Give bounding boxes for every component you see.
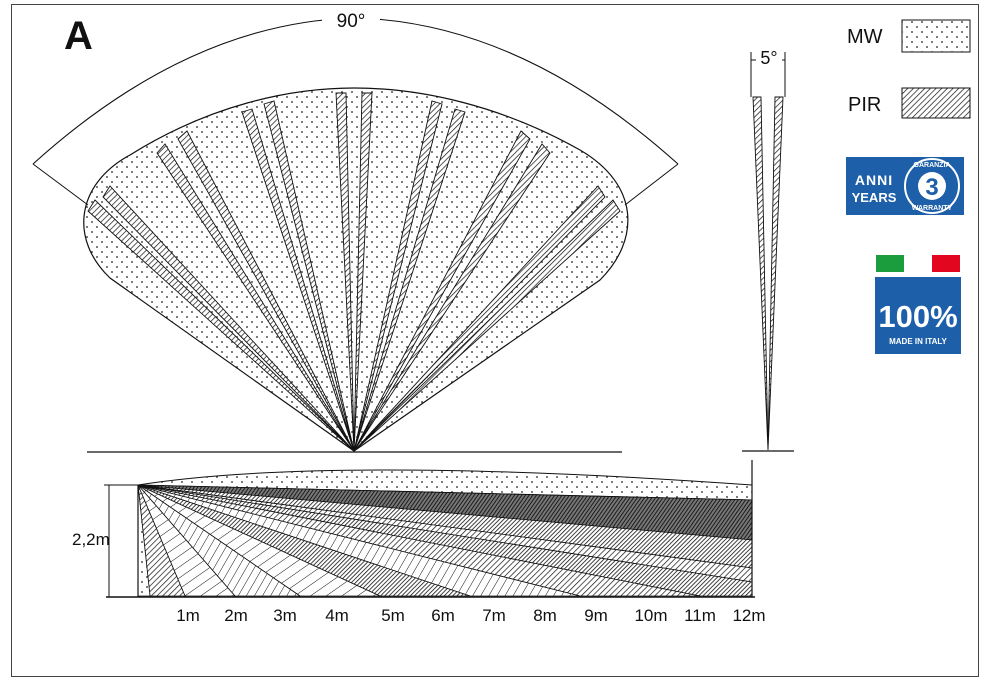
pir-vertical-beam [767, 96, 784, 451]
distance-label-10m: 10m [634, 606, 667, 625]
distance-label-12m: 12m [732, 606, 765, 625]
legend-pir-swatch [901, 87, 971, 119]
warranty-warranty: WARRANTY [912, 205, 953, 212]
distance-label-2m: 2m [224, 606, 248, 625]
pir-beam [335, 92, 355, 452]
beam-angle-bg [756, 46, 782, 68]
arc-right-tick [624, 163, 679, 206]
pir-beam [87, 199, 355, 452]
pir-beam [177, 130, 355, 452]
beam-angle-label: 5° [760, 48, 777, 68]
warranty-garanzia: GARANZIA [914, 162, 951, 169]
made-in-italy-badge: 100% MADE IN ITALY [875, 255, 961, 354]
panel-label: A [64, 14, 93, 58]
distance-label-9m: 9m [584, 606, 608, 625]
made-in-italy-bg [875, 277, 961, 354]
mw-coverage-area [83, 87, 629, 452]
pir-beam [156, 143, 355, 452]
legend-mw-swatch [901, 19, 971, 53]
arc-left-tick [32, 163, 89, 206]
flag-green [876, 255, 904, 272]
pir-beam [353, 199, 621, 452]
legend-mw-label: MW [847, 26, 883, 48]
side-view: 2,2m [72, 460, 755, 598]
flag-red [932, 255, 960, 272]
warranty-years: YEARS [852, 190, 897, 205]
coverage-angle-label: 90° [337, 11, 366, 32]
pir-beam [102, 185, 355, 452]
angle-label-bg [322, 9, 380, 31]
distance-label-11m: 11m [684, 606, 716, 625]
mounting-height-label: 2,2m [72, 530, 110, 549]
distance-label-7m: 7m [482, 606, 506, 625]
side-mw-coverage [137, 469, 753, 501]
pir-beam [241, 108, 355, 452]
distance-label-1m: 1m [176, 606, 200, 625]
pir-beam [353, 108, 466, 452]
warranty-badge: ANNI YEARS 3 GARANZIA WARRANTY [846, 157, 964, 215]
pir-beam [353, 143, 551, 452]
pir-vertical-beam [752, 96, 769, 451]
distance-label-4m: 4m [325, 606, 349, 625]
pir-beam [353, 92, 373, 452]
warranty-seal-inner [918, 172, 946, 200]
pir-beam [263, 100, 355, 452]
distance-label-5m: 5m [381, 606, 405, 625]
legend-pir-label: PIR [848, 94, 881, 116]
distance-label-8m: 8m [533, 606, 557, 625]
made-in-italy-text: MADE IN ITALY [889, 337, 947, 346]
pir-beam [353, 185, 606, 452]
made-in-italy-percent: 100% [878, 299, 957, 334]
warranty-anni: ANNI [855, 172, 893, 188]
distance-scale: 1m 2m 3m 4m 5m 6m 7m 8m 9m 10m 11m 12m [176, 606, 765, 625]
distance-label-6m: 6m [431, 606, 455, 625]
pir-beam [353, 130, 531, 452]
pir-beams [87, 92, 621, 452]
warranty-number: 3 [925, 174, 938, 201]
pir-beam [353, 100, 443, 452]
vertical-beam: 5° [742, 46, 794, 452]
distance-label-3m: 3m [273, 606, 297, 625]
